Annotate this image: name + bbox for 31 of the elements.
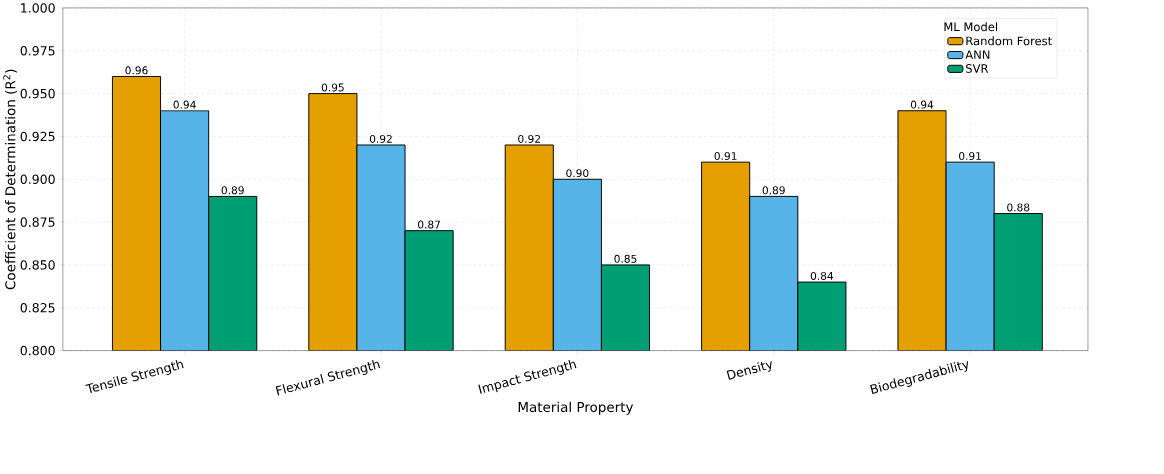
data-label: 0.89 xyxy=(762,186,785,195)
legend-label: SVR xyxy=(966,64,989,73)
legend-label: Random Forest xyxy=(966,36,1052,46)
data-label: 0.88 xyxy=(1007,203,1030,212)
data-label: 0.90 xyxy=(566,169,589,178)
x-tick-label: Density xyxy=(726,361,772,380)
data-label: 0.84 xyxy=(810,271,834,280)
y-tick-label: 1.000 xyxy=(21,3,55,13)
x-axis-title: Material Property xyxy=(518,401,634,415)
y-tick-label: 0.900 xyxy=(20,174,55,185)
data-label: 0.87 xyxy=(418,220,440,229)
y-tick-label: 0.825 xyxy=(20,303,55,313)
y-tick-label: 0.950 xyxy=(20,88,55,99)
y-axis-title: Coefficient of Determination (R$^{2}$) xyxy=(3,69,18,290)
data-label: 0.92 xyxy=(518,134,540,143)
y-tick-label: 0.975 xyxy=(20,46,55,56)
data-label: 0.91 xyxy=(959,152,981,161)
y-tick-label: 0.800 xyxy=(20,345,55,356)
data-label: 0.91 xyxy=(714,152,737,161)
y-tick-label: 0.875 xyxy=(20,217,55,227)
data-label: 0.92 xyxy=(369,134,392,143)
legend-title: ML Model xyxy=(944,22,998,32)
y-tick-label: 0.850 xyxy=(20,260,55,270)
data-label: 0.89 xyxy=(221,186,244,195)
data-label: 0.85 xyxy=(614,254,637,263)
y-tick-label: 0.925 xyxy=(20,131,55,142)
legend-label: ANN xyxy=(965,50,990,59)
data-label: 0.94 xyxy=(173,100,196,109)
data-label: 0.94 xyxy=(910,100,934,109)
data-label: 0.95 xyxy=(321,83,344,92)
data-label: 0.96 xyxy=(125,66,148,75)
